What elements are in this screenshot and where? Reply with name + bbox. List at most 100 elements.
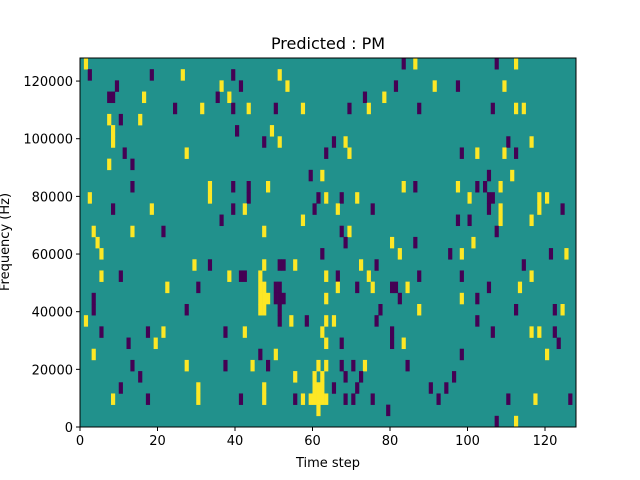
heatmap-cell-low: [235, 125, 240, 137]
heatmap-cell-high: [95, 236, 100, 249]
heatmap-cell-high: [262, 259, 267, 271]
heatmap-cell-low: [351, 393, 356, 405]
heatmap-cell-low: [455, 214, 461, 227]
heatmap-cell-low: [390, 337, 395, 350]
heatmap-cell-low: [374, 259, 379, 271]
heatmap-cell-low: [560, 203, 565, 215]
heatmap-cell-low: [514, 304, 519, 316]
heatmap-cell-low: [118, 382, 123, 394]
heatmap-cell-low: [207, 259, 213, 271]
heatmap-cell-high: [300, 214, 306, 227]
chart-title: Predicted : PM: [271, 34, 385, 53]
plot-area: [79, 57, 577, 428]
heatmap-cell-low: [568, 393, 573, 405]
heatmap-cell-low: [370, 203, 375, 215]
plot-frame: [79, 57, 577, 428]
heatmap-cell-low: [401, 58, 406, 70]
heatmap-cell-high: [417, 304, 422, 316]
heatmap-cell-high: [432, 80, 437, 92]
heatmap-cell-high: [262, 304, 267, 316]
x-tick-label: 80: [382, 434, 399, 449]
heatmap-cell-high: [293, 259, 298, 271]
heatmap-cell-low: [196, 281, 201, 294]
heatmap-cell-low: [320, 248, 325, 260]
y-tick-label: 80000: [32, 190, 73, 205]
heatmap-cell-low: [331, 136, 337, 148]
heatmap-cell-low: [483, 181, 488, 193]
heatmap-cell-low: [145, 393, 151, 405]
heatmap-cell-high: [269, 125, 275, 137]
heatmap-cell-high: [192, 259, 197, 271]
heatmap-cell-low: [467, 214, 472, 227]
heatmap-cell-low: [304, 315, 309, 327]
heatmap-background: [80, 58, 576, 427]
heatmap-cell-high: [184, 147, 189, 159]
heatmap-cell-high: [343, 136, 348, 148]
heatmap-cell-high: [382, 91, 387, 104]
heatmap-cell-high: [153, 337, 158, 350]
heatmap-cell-high: [459, 248, 464, 260]
heatmap-cell-low: [444, 382, 449, 394]
heatmap-cell-high: [273, 348, 278, 361]
heatmap-cell-low: [316, 192, 321, 204]
heatmap-cell-high: [308, 393, 313, 405]
heatmap-cell-high: [91, 348, 96, 361]
x-tick-label: 40: [227, 434, 244, 449]
x-axis: 0 20 40 60 80 100 120: [76, 427, 557, 449]
x-tick-label: 0: [76, 434, 84, 449]
heatmap-cell-high: [514, 102, 519, 115]
heatmap-cell-low: [339, 225, 344, 238]
heatmap-cell-high: [258, 304, 263, 316]
heatmap-cell-low: [486, 281, 492, 294]
heatmap-cell-high: [514, 415, 519, 428]
heatmap-cell-high: [99, 270, 104, 282]
heatmap-cell-low: [335, 270, 340, 282]
heatmap-cell-high: [227, 270, 232, 282]
heatmap-cell-high: [413, 58, 418, 70]
heatmap-cell-high: [99, 248, 104, 260]
heatmap-cell-low: [343, 371, 348, 383]
y-axis: 0 20000 40000 60000 80000 100000 120000: [23, 75, 80, 436]
heatmap-cell-high: [180, 69, 185, 81]
y-tick-label: 60000: [32, 248, 73, 263]
heatmap-cell-high: [250, 359, 255, 372]
heatmap-cell-low: [486, 192, 492, 204]
heatmap-cell-high: [300, 393, 306, 405]
y-axis-label: Frequency (Hz): [0, 193, 13, 291]
heatmap-cell-low: [486, 203, 492, 215]
heatmap-cell-high: [397, 248, 402, 260]
heatmap-cell-high: [242, 203, 247, 215]
heatmap-cell-high: [502, 80, 507, 92]
heatmap-cell-high: [142, 91, 147, 104]
heatmap-cell-high: [320, 326, 325, 338]
heatmap-cell-low: [351, 359, 356, 372]
heatmap-cell-low: [308, 169, 313, 182]
heatmap-cell-low: [161, 225, 166, 238]
heatmap-cell-high: [459, 292, 464, 305]
heatmap-cell-high: [111, 393, 116, 405]
heatmap-cell-high: [355, 192, 360, 204]
heatmap-cell-low: [238, 270, 244, 282]
heatmap-cell-low: [417, 102, 422, 115]
heatmap-cell-high: [347, 147, 352, 159]
heatmap-cell-high: [366, 270, 371, 282]
heatmap-cell-high: [196, 393, 201, 405]
heatmap-cell-high: [277, 136, 282, 148]
heatmap-cell-high: [312, 393, 317, 405]
heatmap-cell-low: [281, 292, 286, 305]
heatmap-cell-high: [498, 181, 503, 193]
heatmap-cell-high: [184, 359, 189, 372]
heatmap-cell-low: [231, 102, 236, 115]
heatmap-cell-low: [556, 337, 561, 350]
heatmap-cell-low: [494, 225, 499, 238]
heatmap-cell-low: [91, 292, 96, 305]
heatmap-cell-high: [324, 393, 329, 405]
heatmap-cell-low: [223, 326, 228, 338]
heatmap-cell-low: [552, 326, 557, 338]
y-tick-label: 100000: [23, 133, 73, 148]
heatmap-cell-low: [312, 203, 317, 215]
heatmap-cell-low: [390, 326, 395, 338]
heatmap-cell-high: [289, 315, 294, 327]
heatmap-cell-low: [413, 236, 418, 249]
heatmap-cell-high: [405, 281, 410, 294]
